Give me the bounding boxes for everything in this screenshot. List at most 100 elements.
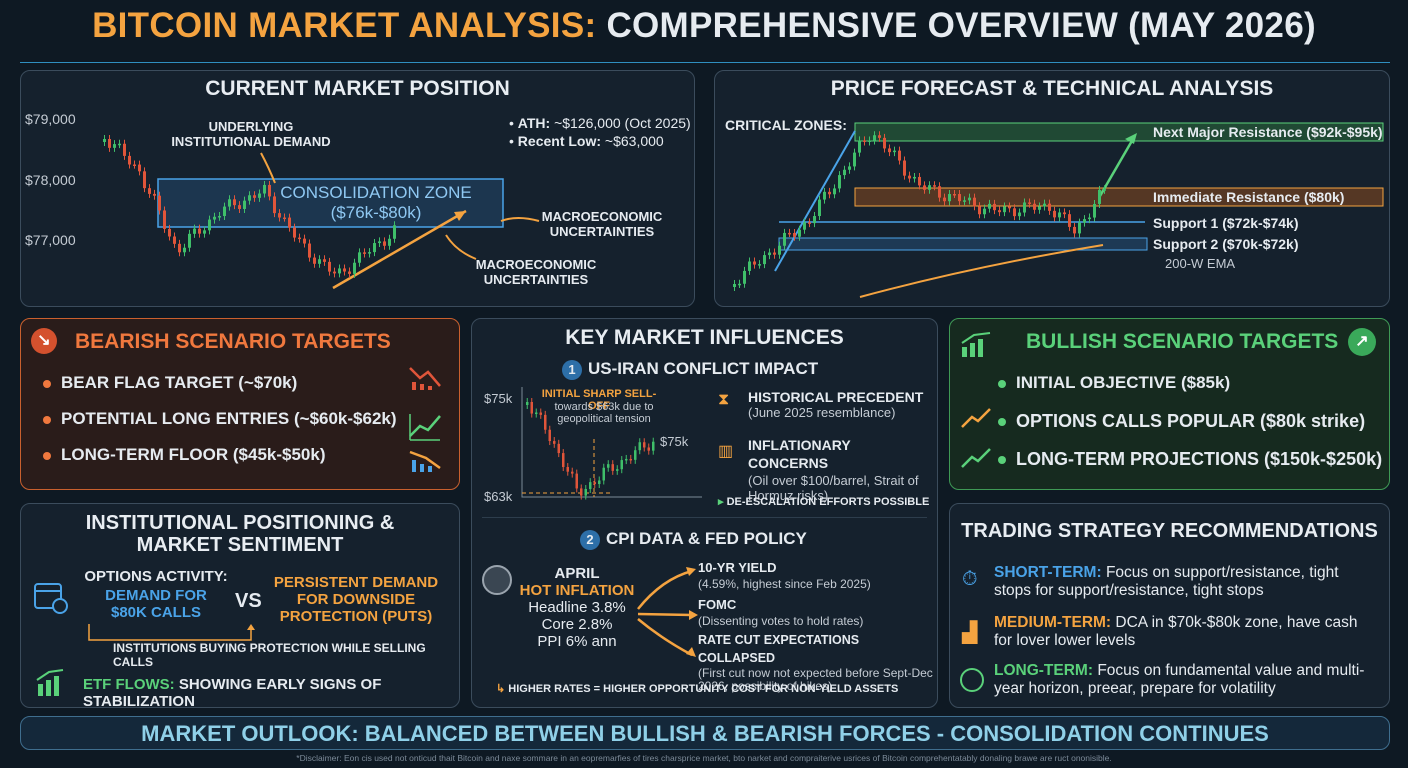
up-arrow — [774, 130, 856, 272]
candle — [803, 218, 806, 234]
candle — [378, 237, 381, 248]
note-text: HIGHER RATES = HIGHER OPPORTUNITY COST F… — [508, 683, 899, 695]
candle — [228, 195, 231, 211]
y-label: $78,000 — [25, 172, 76, 188]
calendar-icon — [34, 583, 68, 614]
candle — [1098, 185, 1101, 208]
candle — [652, 437, 655, 455]
candle — [328, 257, 331, 276]
cpi-line: Headline 3.8% — [528, 599, 626, 616]
candle — [773, 248, 776, 259]
panel-title: INSTITUTIONAL POSITIONING & — [85, 512, 395, 534]
candle — [557, 439, 560, 458]
candle — [248, 191, 251, 205]
candle — [818, 195, 821, 221]
candle — [629, 454, 632, 464]
etf-icon — [36, 669, 64, 696]
bear-icons — [409, 367, 441, 472]
candle — [988, 199, 991, 213]
candle — [928, 181, 931, 194]
bull-item-text: OPTIONS CALLS POPULAR ($80k strike) — [1016, 411, 1366, 431]
candle — [298, 233, 301, 243]
cpi-block: APRIL HOT INFLATION Headline 3.8% Core 2… — [512, 565, 642, 650]
candle — [1023, 198, 1026, 217]
candle — [233, 195, 236, 210]
candle — [1043, 199, 1046, 211]
note-text: DE-ESCALATION EFFORTS POSSIBLE — [726, 496, 930, 508]
candle — [539, 408, 542, 419]
candle — [178, 239, 181, 257]
candle — [338, 264, 341, 278]
candle — [943, 193, 946, 206]
ath-value: ~$126,000 (Oct 2025) — [554, 115, 691, 131]
vs-label: VS — [235, 590, 262, 612]
outcome-title: RATE CUT EXPECTATIONS COLLAPSED — [698, 633, 860, 665]
bear-item: BEAR FLAG TARGET (~$70k) — [43, 373, 297, 393]
candle — [118, 139, 121, 149]
candle — [313, 253, 316, 268]
market-chart — [103, 135, 540, 290]
candle — [128, 151, 131, 169]
candle — [808, 218, 811, 228]
item-title: INFLATIONARY CONCERNS — [748, 437, 851, 471]
candle — [1008, 202, 1011, 213]
bull-arrow-icon: ↗ — [1348, 328, 1376, 356]
candle — [393, 221, 396, 243]
candle — [353, 258, 356, 278]
macro-arrow — [445, 234, 477, 260]
etf-text: SHOWING EARLY SIGNS OF STABILIZATION — [83, 676, 382, 710]
bear-item-text: LONG-TERM FLOOR ($45k-$50k) — [61, 445, 326, 464]
zone-range: ($76k-$80k) — [330, 203, 422, 222]
candle — [958, 190, 961, 206]
outcome-text: (First cut now not expected before Sept-… — [698, 666, 933, 693]
disclaimer: *Disclaimer: Eon cis used not onticud th… — [296, 753, 1112, 763]
candle — [933, 181, 936, 191]
long-icon — [960, 668, 984, 692]
arrow-head — [454, 211, 466, 221]
candle — [1028, 198, 1031, 208]
candle — [584, 484, 587, 500]
bull-item: OPTIONS CALLS POPULAR ($80k strike) — [998, 411, 1365, 432]
y-label: $77,000 — [25, 232, 76, 248]
candle — [133, 160, 136, 169]
candle — [113, 140, 116, 152]
candle — [1033, 199, 1036, 214]
bull-icons — [961, 408, 991, 468]
selloff-title: INITIAL SHARP SELL-OFF — [541, 388, 657, 412]
candle — [1003, 202, 1006, 217]
macro-arrow — [500, 217, 540, 222]
candle — [833, 184, 836, 199]
candle — [138, 160, 141, 176]
candle — [978, 202, 981, 219]
bull-item: INITIAL OBJECTIVE ($85k) — [998, 373, 1230, 393]
candle — [163, 206, 166, 233]
candle — [168, 224, 171, 241]
bull-item: LONG-TERM PROJECTIONS ($150k-$250k) — [998, 449, 1382, 470]
bearish-panel: ↘ BEARISH SCENARIO TARGETS BEAR FLAG TAR… — [20, 318, 460, 490]
candle — [763, 251, 766, 269]
arrow-head — [1125, 133, 1137, 144]
candle — [108, 135, 111, 152]
panel-title: TRADING STRATEGY RECOMMENDATIONS — [961, 520, 1378, 542]
strategy-label: SHORT-TERM: — [994, 564, 1102, 581]
candle — [1093, 199, 1096, 222]
bear-item-text: POTENTIAL LONG ENTRIES (~$60k-$62k) — [61, 409, 397, 428]
strategy-item: MEDIUM-TERM: DCA in $70k-$80k zone, have… — [994, 614, 1379, 650]
strategy-label: LONG-TERM: — [994, 662, 1094, 679]
zone-title: CONSOLIDATION ZONE — [280, 183, 472, 202]
strategy-item: SHORT-TERM: Focus on support/resistance,… — [994, 564, 1379, 600]
panel-title: KEY MARKET INFLUENCES — [565, 326, 844, 349]
bars-icon: ▟ — [962, 622, 978, 644]
cpi-arrows — [637, 567, 698, 657]
candle — [333, 267, 336, 278]
outlook-text: MARKET OUTLOOK: BALANCED BETWEEN BULLISH… — [141, 721, 1269, 746]
candle — [1083, 215, 1086, 227]
candle — [303, 234, 306, 248]
candle — [848, 162, 851, 174]
item-text: (June 2025 resemblance) — [748, 405, 896, 420]
bull-item-text: INITIAL OBJECTIVE ($85k) — [1016, 373, 1231, 392]
panel-title: PRICE FORECAST & TECHNICAL ANALYSIS — [830, 77, 1274, 100]
bull-icon — [961, 332, 991, 357]
candle — [243, 196, 246, 213]
